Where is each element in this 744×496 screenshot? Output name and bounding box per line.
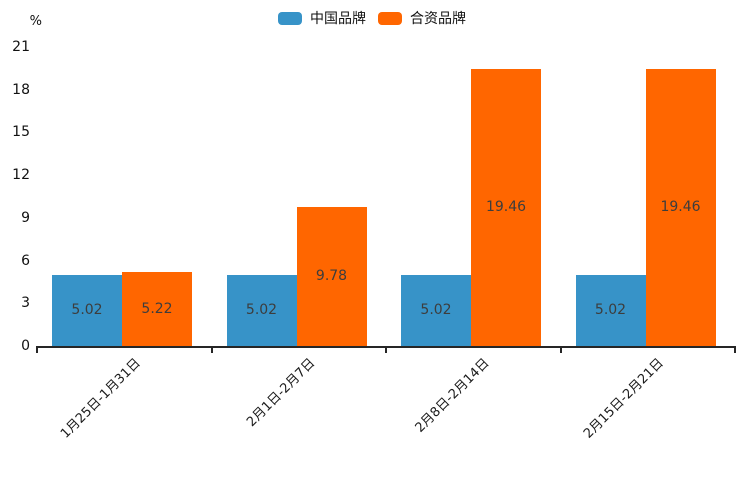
bar-joint-venture-brand [471,68,541,346]
x-axis-tick [385,346,387,353]
y-axis-unit-label: % [29,14,42,29]
bar-china-brand [575,274,646,346]
legend-item-joint-venture-brand[interactable]: 合资品牌 [378,8,466,28]
bar-joint-venture-brand [122,271,192,346]
x-axis-tick [559,346,562,353]
x-tick-label: 2月1日-2月7日 [244,355,319,430]
x-tick-label: 2月8日-2月14日 [412,355,493,436]
bar-joint-venture-brand [645,68,716,346]
y-tick-label: 9 [21,209,30,226]
y-tick-label: 21 [12,39,30,55]
x-axis-tick [36,346,38,353]
bar-value-label: 5.02 [594,302,627,319]
bar-china-brand [52,274,122,346]
x-axis-tick [734,346,736,353]
bar-value-label: 19.46 [660,199,701,216]
y-tick-label: 0 [21,338,30,354]
bar-value-label: 5.02 [71,302,103,319]
y-tick-label: 3 [21,295,30,312]
bar-value-label: 5.22 [141,300,173,317]
legend: 中国品牌 合资品牌 [0,8,744,28]
bar-china-brand [226,274,297,346]
x-tick-label: 1月25日-1月31日 [57,355,144,442]
y-tick-label: 15 [12,124,30,141]
x-tick-label: 2月15日-2月21日 [581,355,668,442]
y-tick-label: 6 [21,252,30,269]
y-tick-label: 12 [12,167,30,184]
x-axis-tick [210,346,213,353]
legend-swatch-joint-venture-brand-icon [378,11,402,25]
legend-label-joint-venture-brand: 合资品牌 [410,11,466,27]
legend-label-china-brand: 中国品牌 [310,11,366,27]
bar-value-label: 9.78 [315,268,348,285]
y-tick-label: 18 [12,81,30,98]
bar-joint-venture-brand [296,206,367,346]
bar-value-label: 5.02 [420,302,452,319]
legend-swatch-china-brand-icon [278,11,302,25]
bar-value-label: 5.02 [245,302,278,319]
legend-item-china-brand[interactable]: 中国品牌 [278,8,366,28]
bar-china-brand [401,274,471,346]
bar-value-label: 19.46 [485,199,527,216]
